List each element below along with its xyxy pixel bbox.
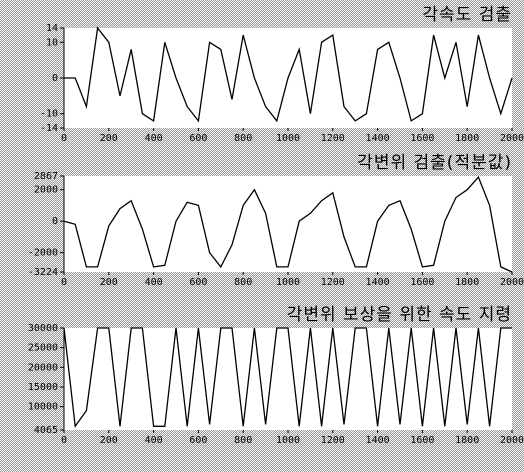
x-tick-label: 0 [61, 435, 67, 446]
x-tick-label: 600 [189, 277, 207, 288]
x-tick-label: 800 [234, 277, 252, 288]
x-tick-label: 600 [189, 435, 207, 446]
x-tick-label: 1600 [410, 133, 434, 144]
x-tick-label: 0 [61, 277, 67, 288]
x-tick-label: 1000 [276, 133, 300, 144]
x-tick-label: 800 [234, 435, 252, 446]
x-tick-label: 1200 [321, 133, 345, 144]
x-tick-label: 1800 [455, 435, 479, 446]
data-line [64, 26, 513, 123]
x-tick-label: 1000 [276, 277, 300, 288]
x-tick-label: 800 [234, 133, 252, 144]
x-tick-label: 1400 [366, 277, 390, 288]
x-tick-label: 400 [145, 133, 163, 144]
y-tick-label: 0 [52, 216, 58, 227]
plot-area [64, 328, 512, 430]
chart-title: 각속도 검출 [422, 5, 512, 25]
x-tick-label: 1600 [410, 277, 434, 288]
y-tick-label: 10 [46, 37, 58, 48]
y-tick-label: 20000 [28, 362, 58, 373]
x-tick-label: 400 [145, 277, 163, 288]
x-tick-label: 1800 [455, 277, 479, 288]
x-tick-label: 600 [189, 133, 207, 144]
x-tick-label: 1200 [321, 435, 345, 446]
x-tick-label: 1400 [366, 133, 390, 144]
y-tick-label: -10 [40, 109, 58, 120]
y-tick-label: -2000 [28, 248, 58, 259]
y-tick-label: 2867 [34, 171, 58, 182]
data-line [63, 175, 513, 273]
x-tick-label: 1400 [366, 435, 390, 446]
x-tick-label: 2000 [500, 435, 524, 446]
x-tick-label: 1600 [410, 435, 434, 446]
x-tick-label: 1800 [455, 133, 479, 144]
y-tick-label: 2000 [34, 185, 58, 196]
y-tick-label: 25000 [28, 343, 58, 354]
y-tick-label: 4065 [34, 425, 58, 436]
y-tick-label: -3224 [28, 267, 58, 278]
x-tick-label: 400 [145, 435, 163, 446]
y-tick-label: 30000 [28, 323, 58, 334]
chart-title: 각변위 검출(적분값) [357, 153, 512, 173]
x-tick-label: 0 [61, 133, 67, 144]
x-tick-label: 200 [100, 435, 118, 446]
y-tick-label: 15000 [28, 382, 58, 393]
x-tick-label: 1000 [276, 435, 300, 446]
x-tick-label: 200 [100, 277, 118, 288]
y-tick-label: -14 [40, 123, 58, 134]
data-line [63, 327, 512, 429]
x-tick-label: 2000 [500, 277, 524, 288]
y-tick-label: 0 [52, 73, 58, 84]
y-tick-label: 10000 [28, 402, 58, 413]
y-tick-label: 14 [46, 23, 58, 34]
plot-area [64, 176, 512, 272]
chart-title: 각변위 보상을 위한 속도 지령 [287, 305, 512, 325]
x-tick-label: 200 [100, 133, 118, 144]
x-tick-label: 1200 [321, 277, 345, 288]
x-tick-label: 2000 [500, 133, 524, 144]
